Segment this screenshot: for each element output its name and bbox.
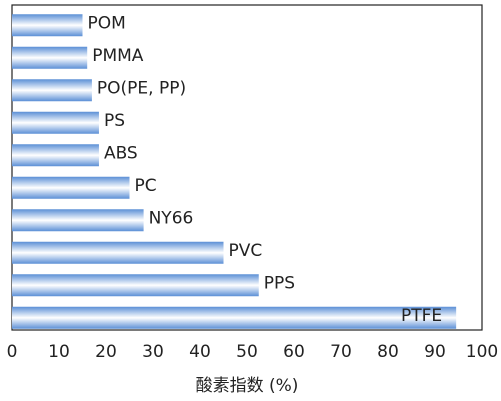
bar-label: PTFE xyxy=(401,306,442,326)
x-tick-label: 50 xyxy=(236,342,258,362)
x-tick-label: 40 xyxy=(189,342,211,362)
bar xyxy=(12,79,92,102)
bar xyxy=(12,209,144,232)
bar-label: NY66 xyxy=(149,208,194,228)
x-tick-label: 100 xyxy=(466,342,498,362)
bar-label: POM xyxy=(88,13,126,33)
x-tick-label: 10 xyxy=(48,342,70,362)
bar xyxy=(12,306,457,329)
bar-label: PPS xyxy=(264,273,295,293)
x-tick-label: 60 xyxy=(283,342,305,362)
bar xyxy=(12,241,224,264)
x-tick-label: 0 xyxy=(7,342,18,362)
bar-label: PC xyxy=(135,176,157,196)
plot-frame xyxy=(11,4,483,331)
x-tick-label: 20 xyxy=(95,342,117,362)
x-axis-label: 酸素指数 (%) xyxy=(196,376,299,396)
bar-label: ABS xyxy=(104,143,138,163)
bar xyxy=(12,111,99,134)
bar-label: PO(PE, PP) xyxy=(97,78,186,98)
x-tick-label: 70 xyxy=(330,342,352,362)
bar xyxy=(12,46,88,69)
bar-label: PS xyxy=(104,111,125,131)
x-tick-label: 80 xyxy=(377,342,399,362)
bar xyxy=(12,274,259,297)
bar-label: PVC xyxy=(229,241,263,261)
bar xyxy=(12,14,83,37)
bar xyxy=(12,144,99,167)
x-tick-label: 30 xyxy=(142,342,164,362)
bar-label: PMMA xyxy=(92,46,144,66)
bar xyxy=(12,176,130,199)
x-tick-label: 90 xyxy=(424,342,446,362)
